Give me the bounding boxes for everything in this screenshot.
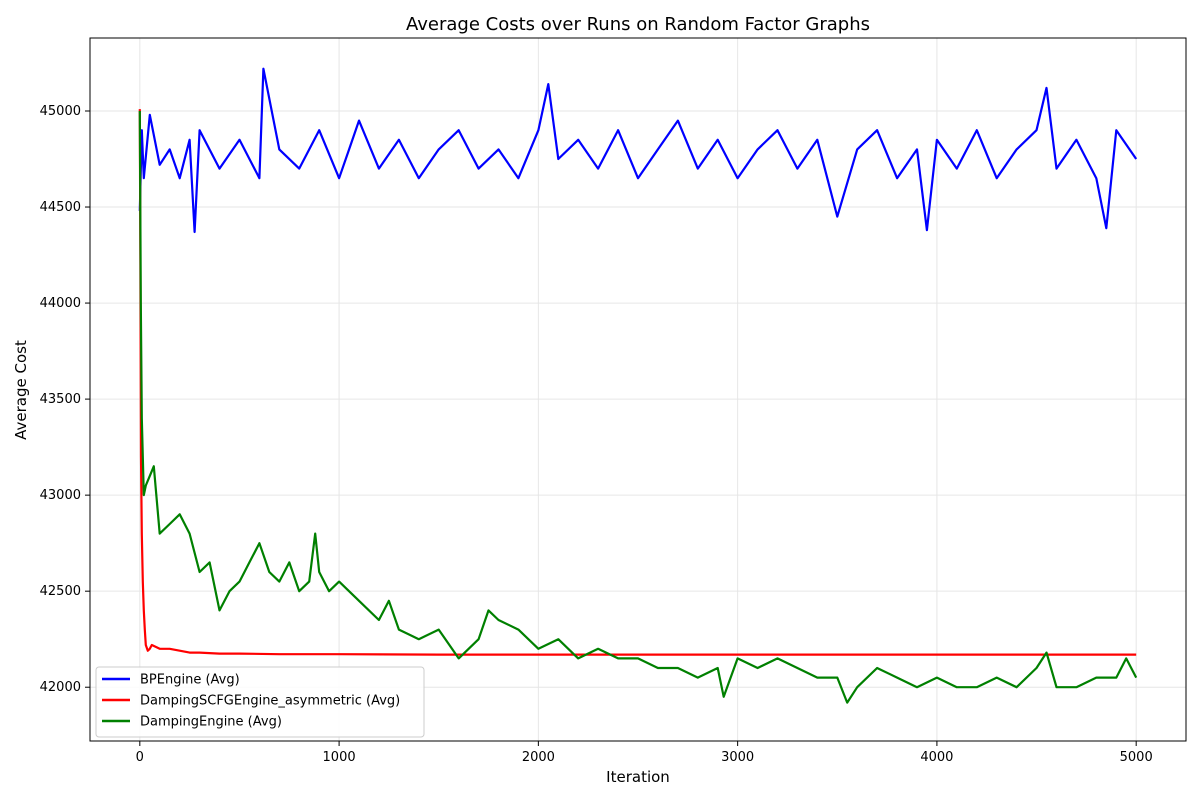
series-line-2 <box>138 109 1137 656</box>
x-tick-label: 4000 <box>920 750 953 765</box>
plot-frame <box>89 37 1187 742</box>
y-tick-label: 45000 <box>40 104 81 119</box>
x-tick-label: 0 <box>136 750 144 765</box>
legend-box <box>95 666 425 738</box>
x-tick-label: 1000 <box>323 750 356 765</box>
y-axis-title: Average Cost <box>12 340 30 440</box>
legend-label: DampingEngine (Avg) <box>140 715 282 730</box>
legend-label: DampingSCFGEngine_asymmetric (Avg) <box>140 694 400 709</box>
axes-ticks: 0 1000 2000 3000 4000 5000 42000 42500 43000 4350… <box>40 104 1153 765</box>
x-tick-label: 5000 <box>1120 750 1153 765</box>
x-axis-title: Iteration <box>606 768 670 786</box>
x-tick-label: 3000 <box>721 750 754 765</box>
legend: BPEngine (Avg) DampingSCFGEngine_asymmetr… <box>95 666 425 738</box>
y-tick-label: 43000 <box>40 488 81 503</box>
plot-area <box>138 67 1138 704</box>
chart-title: Average Costs over Runs on Random Factor… <box>406 14 870 35</box>
x-tick-label: 2000 <box>522 750 555 765</box>
y-tick-label: 42000 <box>40 680 81 695</box>
y-tick-label: 44000 <box>40 296 81 311</box>
series-line-3 <box>138 110 1138 704</box>
series-line-1 <box>138 67 1138 234</box>
grid <box>90 38 1186 741</box>
y-tick-label: 43500 <box>40 392 81 407</box>
y-tick-label: 42500 <box>40 584 81 599</box>
legend-label: BPEngine (Avg) <box>140 673 240 688</box>
y-tick-label: 44500 <box>40 200 81 215</box>
